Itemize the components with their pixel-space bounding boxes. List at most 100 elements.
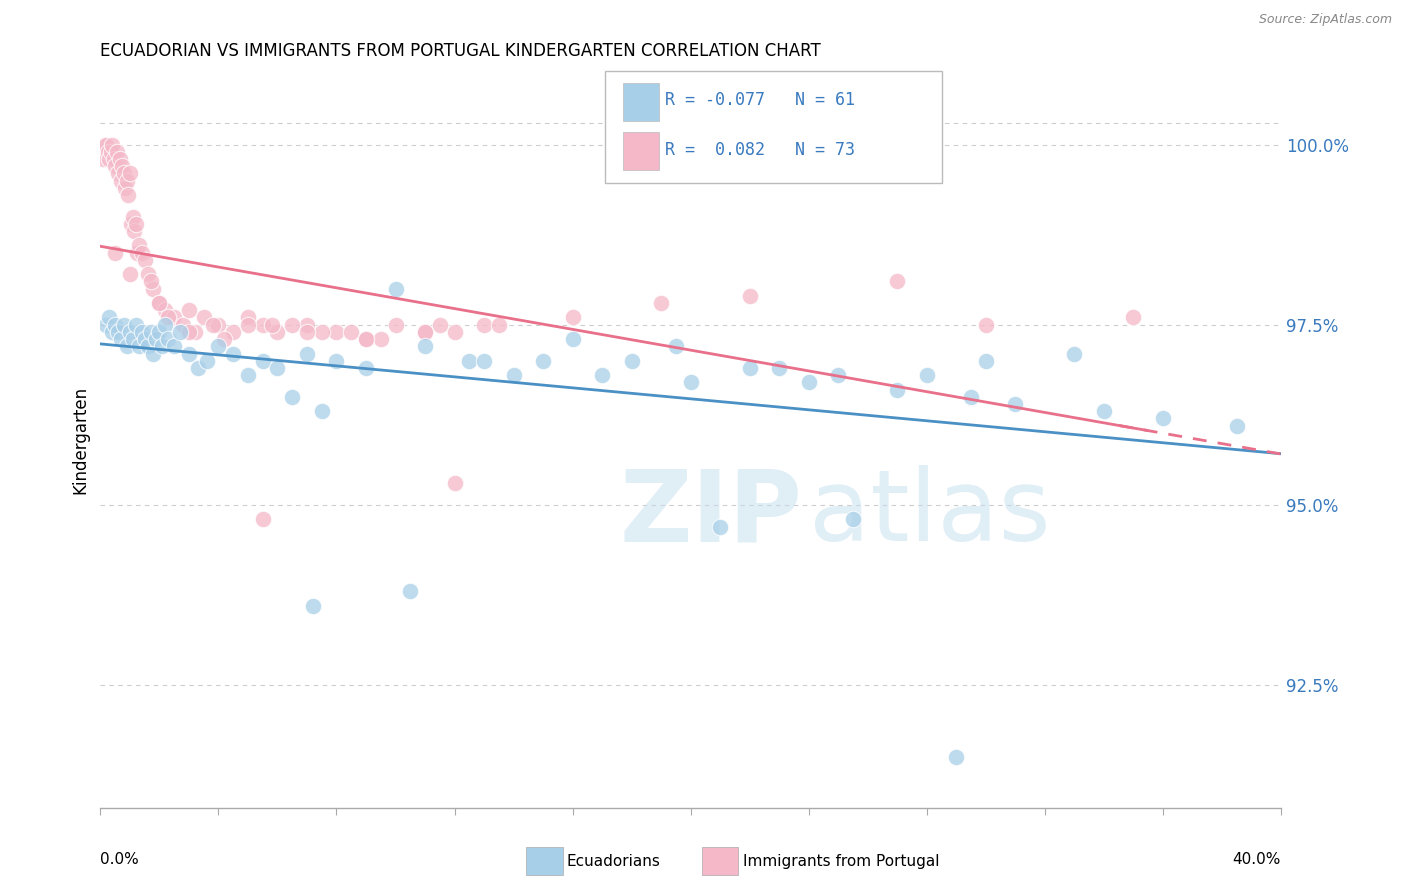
Point bbox=[107, 166, 129, 180]
Point bbox=[207, 318, 229, 332]
Point bbox=[142, 282, 165, 296]
Point bbox=[354, 332, 377, 346]
Point bbox=[252, 318, 274, 332]
Y-axis label: Kindergarten: Kindergarten bbox=[72, 386, 89, 494]
Point bbox=[738, 289, 761, 303]
Point bbox=[100, 145, 122, 159]
Point bbox=[302, 599, 325, 613]
Point bbox=[531, 353, 554, 368]
Text: Source: ZipAtlas.com: Source: ZipAtlas.com bbox=[1258, 13, 1392, 27]
Point bbox=[163, 310, 186, 325]
Point bbox=[118, 166, 141, 180]
Point bbox=[105, 145, 128, 159]
Point bbox=[738, 360, 761, 375]
Point bbox=[886, 383, 908, 397]
Point bbox=[620, 353, 643, 368]
Text: R = -0.077   N = 61: R = -0.077 N = 61 bbox=[665, 92, 855, 110]
Point bbox=[768, 360, 790, 375]
Point bbox=[399, 584, 422, 599]
Point bbox=[665, 339, 688, 353]
Point bbox=[201, 318, 224, 332]
Point bbox=[111, 159, 134, 173]
Point bbox=[561, 332, 583, 346]
Point bbox=[118, 267, 141, 281]
Point bbox=[295, 318, 318, 332]
Point bbox=[134, 332, 156, 346]
Point bbox=[112, 318, 135, 332]
Point bbox=[252, 512, 274, 526]
Point bbox=[886, 275, 908, 289]
Point bbox=[148, 325, 170, 339]
Point bbox=[797, 376, 820, 390]
Point bbox=[650, 296, 672, 310]
Point bbox=[1004, 397, 1026, 411]
Point bbox=[974, 353, 997, 368]
Point bbox=[96, 137, 118, 152]
Point bbox=[915, 368, 938, 383]
Point bbox=[281, 390, 304, 404]
Point bbox=[193, 310, 215, 325]
Point bbox=[94, 137, 117, 152]
Point bbox=[115, 339, 138, 353]
Point bbox=[103, 152, 125, 166]
Point bbox=[110, 173, 132, 187]
Point bbox=[472, 353, 495, 368]
Point bbox=[236, 368, 259, 383]
Point bbox=[142, 346, 165, 360]
Point bbox=[131, 325, 153, 339]
Point bbox=[120, 217, 142, 231]
Point bbox=[97, 145, 120, 159]
Point bbox=[295, 346, 318, 360]
Point bbox=[222, 346, 245, 360]
Point bbox=[443, 476, 465, 491]
Point bbox=[121, 210, 143, 224]
Text: 40.0%: 40.0% bbox=[1233, 852, 1281, 867]
Point bbox=[184, 325, 207, 339]
Point bbox=[195, 353, 218, 368]
Point bbox=[207, 339, 229, 353]
Point bbox=[591, 368, 613, 383]
Point bbox=[131, 245, 153, 260]
Point bbox=[110, 332, 132, 346]
Text: ECUADORIAN VS IMMIGRANTS FROM PORTUGAL KINDERGARTEN CORRELATION CHART: ECUADORIAN VS IMMIGRANTS FROM PORTUGAL K… bbox=[100, 42, 821, 60]
Text: atlas: atlas bbox=[808, 465, 1050, 562]
Point bbox=[266, 325, 288, 339]
Point bbox=[252, 353, 274, 368]
Point bbox=[488, 318, 510, 332]
Point bbox=[148, 296, 170, 310]
Point bbox=[139, 275, 162, 289]
Point bbox=[325, 325, 347, 339]
Point bbox=[108, 152, 131, 166]
Point bbox=[114, 180, 136, 194]
Point bbox=[91, 152, 114, 166]
Point bbox=[115, 173, 138, 187]
Point bbox=[98, 310, 121, 325]
Point bbox=[96, 318, 118, 332]
Point bbox=[413, 339, 436, 353]
Point bbox=[827, 368, 849, 383]
Point bbox=[163, 339, 186, 353]
Point bbox=[413, 325, 436, 339]
Point bbox=[125, 318, 148, 332]
Point bbox=[101, 137, 124, 152]
Point bbox=[472, 318, 495, 332]
Point bbox=[1122, 310, 1144, 325]
Point bbox=[187, 360, 209, 375]
Point bbox=[1152, 411, 1174, 425]
Point bbox=[136, 267, 159, 281]
Point bbox=[266, 360, 288, 375]
Point bbox=[679, 376, 702, 390]
Point bbox=[107, 325, 129, 339]
Point bbox=[125, 217, 148, 231]
Point bbox=[128, 238, 150, 252]
Point bbox=[128, 339, 150, 353]
Point bbox=[117, 188, 139, 202]
Point bbox=[214, 332, 236, 346]
Point bbox=[169, 325, 191, 339]
Point bbox=[236, 318, 259, 332]
Point bbox=[260, 318, 283, 332]
Point bbox=[136, 339, 159, 353]
Point bbox=[458, 353, 481, 368]
Point bbox=[155, 303, 177, 318]
Point bbox=[413, 325, 436, 339]
